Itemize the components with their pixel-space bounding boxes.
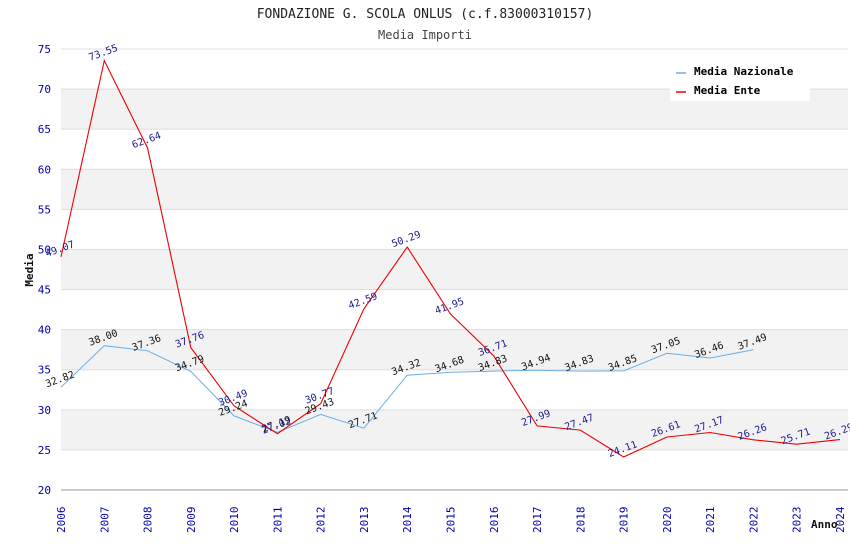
x-tick-label: 2013 bbox=[358, 507, 371, 534]
x-tick-label: 2024 bbox=[834, 506, 847, 533]
y-tick-label: 20 bbox=[38, 484, 51, 497]
y-tick-label: 55 bbox=[38, 203, 51, 216]
x-tick-label: 2009 bbox=[185, 507, 198, 534]
x-tick-label: 2020 bbox=[661, 507, 674, 534]
x-tick-label: 2007 bbox=[98, 507, 111, 534]
series-line-media-nazionale bbox=[60, 345, 754, 433]
grid-bands bbox=[61, 89, 848, 450]
legend-label-media-nazionale: Media Nazionale bbox=[694, 65, 794, 78]
x-tick-label: 2023 bbox=[791, 507, 804, 534]
chart-subtitle: Media Importi bbox=[378, 28, 472, 42]
x-axis-label: Anno bbox=[811, 518, 838, 531]
y-tick-label: 45 bbox=[38, 284, 51, 297]
legend-label-media-ente: Media Ente bbox=[694, 84, 761, 97]
x-tick-label: 2016 bbox=[488, 507, 501, 534]
grid-band bbox=[61, 409, 848, 450]
legend-box bbox=[670, 60, 810, 101]
chart-title: FONDAZIONE G. SCOLA ONLUS (c.f.830003101… bbox=[257, 7, 594, 22]
grid-band bbox=[61, 169, 848, 210]
y-axis-label: Media bbox=[23, 253, 36, 286]
grid-band bbox=[61, 249, 848, 290]
x-tick-label: 2019 bbox=[618, 507, 631, 534]
y-tick-label: 50 bbox=[38, 243, 51, 256]
y-tick-label: 60 bbox=[38, 163, 51, 176]
y-tick-label: 65 bbox=[38, 123, 51, 136]
x-tick-label: 2006 bbox=[55, 507, 68, 534]
x-tick-label: 2015 bbox=[445, 507, 458, 534]
y-tick-label: 75 bbox=[38, 43, 51, 56]
y-tick-label: 40 bbox=[38, 324, 51, 337]
y-tick-label: 30 bbox=[38, 404, 51, 417]
y-tick-label: 35 bbox=[38, 364, 51, 377]
x-tick-label: 2017 bbox=[531, 507, 544, 534]
x-tick-label: 2010 bbox=[228, 507, 241, 534]
x-tick-label: 2018 bbox=[574, 507, 587, 534]
legend: Media Nazionale Media Ente bbox=[670, 60, 810, 101]
x-tick-label: 2011 bbox=[271, 507, 284, 534]
series-lines bbox=[60, 58, 841, 458]
x-tick-label: 2021 bbox=[704, 507, 717, 534]
y-tick-label: 70 bbox=[38, 83, 51, 96]
x-tick-label: 2014 bbox=[401, 506, 414, 533]
series-line-media-ente bbox=[60, 58, 841, 458]
x-tick-label: 2008 bbox=[142, 507, 155, 534]
x-tick-label: 2012 bbox=[315, 507, 328, 534]
x-axis-ticks: 2006 2007 2008 2009 2010 2011 2012 2013 2014 2015… bbox=[55, 506, 847, 533]
x-tick-label: 2022 bbox=[747, 507, 760, 534]
y-axis-ticks: 20 25 30 35 40 45 50 55 60 65 70 75 bbox=[38, 43, 51, 497]
y-tick-label: 25 bbox=[38, 444, 51, 457]
